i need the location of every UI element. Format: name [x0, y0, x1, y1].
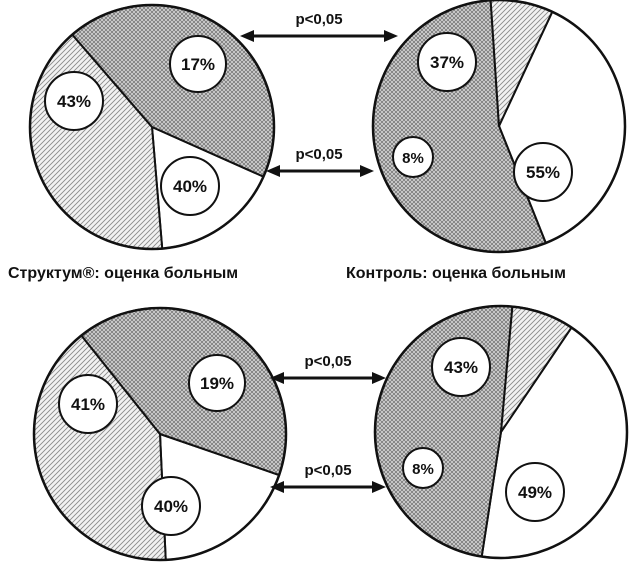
data-label-text: 43%	[444, 358, 478, 377]
data-label-badge	[44, 71, 104, 131]
data-label: 8%	[392, 136, 434, 178]
p-value-label: p<0,05	[295, 146, 342, 163]
data-label-text: 40%	[154, 497, 188, 516]
data-label: 19%	[188, 354, 246, 412]
data-label-text: 41%	[71, 395, 105, 414]
data-label: 55%	[513, 142, 573, 202]
data-label-badge	[513, 142, 573, 202]
data-label-badge	[417, 32, 477, 92]
data-label: 40%	[160, 156, 220, 216]
comparison-bottom-lower: p<0,05	[270, 462, 386, 493]
data-label-badge	[160, 156, 220, 216]
data-label-badge	[431, 337, 491, 397]
data-label-badge	[141, 476, 201, 536]
data-label-badge	[392, 136, 434, 178]
p-value-label: p<0,05	[304, 353, 351, 370]
p-value-label: p<0,05	[295, 11, 342, 28]
arrowhead-right-icon	[360, 165, 374, 177]
pie-bottom-left: 19% 40% 41%	[32, 306, 288, 562]
data-label-text: 55%	[526, 163, 560, 182]
arrowhead-right-icon	[372, 372, 386, 384]
data-label-text: 43%	[57, 92, 91, 111]
pie-outline	[28, 3, 276, 251]
data-label: 41%	[58, 374, 118, 434]
data-label-badge	[188, 354, 246, 412]
data-label: 40%	[141, 476, 201, 536]
pie-outline	[373, 304, 629, 560]
pie-top-right: 37% 55% 8%	[371, 0, 627, 254]
data-label-badge	[58, 374, 118, 434]
arrowhead-left-icon	[266, 165, 280, 177]
arrowhead-left-icon	[270, 372, 284, 384]
caption-right: Контроль: оценка больным	[346, 265, 566, 282]
data-label-text: 8%	[402, 150, 424, 167]
data-label-badge	[169, 35, 227, 93]
data-label-badge	[402, 447, 444, 489]
data-label-text: 19%	[200, 374, 234, 393]
data-label-text: 37%	[430, 53, 464, 72]
data-label: 43%	[44, 71, 104, 131]
arrowhead-left-icon	[270, 481, 284, 493]
data-label: 49%	[505, 462, 565, 522]
data-label-text: 17%	[181, 55, 215, 74]
data-label: 37%	[417, 32, 477, 92]
data-label-text: 40%	[173, 177, 207, 196]
data-label: 8%	[402, 447, 444, 489]
pie-outline	[32, 306, 288, 562]
arrowhead-left-icon	[240, 30, 254, 42]
pie-outline	[371, 0, 627, 254]
data-label-text: 49%	[518, 483, 552, 502]
data-label: 43%	[431, 337, 491, 397]
comparison-top-lower: p<0,05	[266, 146, 374, 177]
caption-left: Структум®: оценка больным	[8, 265, 238, 282]
data-label-badge	[505, 462, 565, 522]
comparison-top-upper: p<0,05	[240, 11, 398, 42]
pie-top-left: 17% 40% 43%	[28, 3, 276, 251]
arrowhead-right-icon	[372, 481, 386, 493]
data-label: 17%	[169, 35, 227, 93]
arrowhead-right-icon	[384, 30, 398, 42]
comparison-bottom-upper: p<0,05	[270, 353, 386, 384]
pie-bottom-right: 43% 49% 8%	[373, 304, 629, 560]
p-value-label: p<0,05	[304, 462, 351, 479]
data-label-text: 8%	[412, 461, 434, 478]
